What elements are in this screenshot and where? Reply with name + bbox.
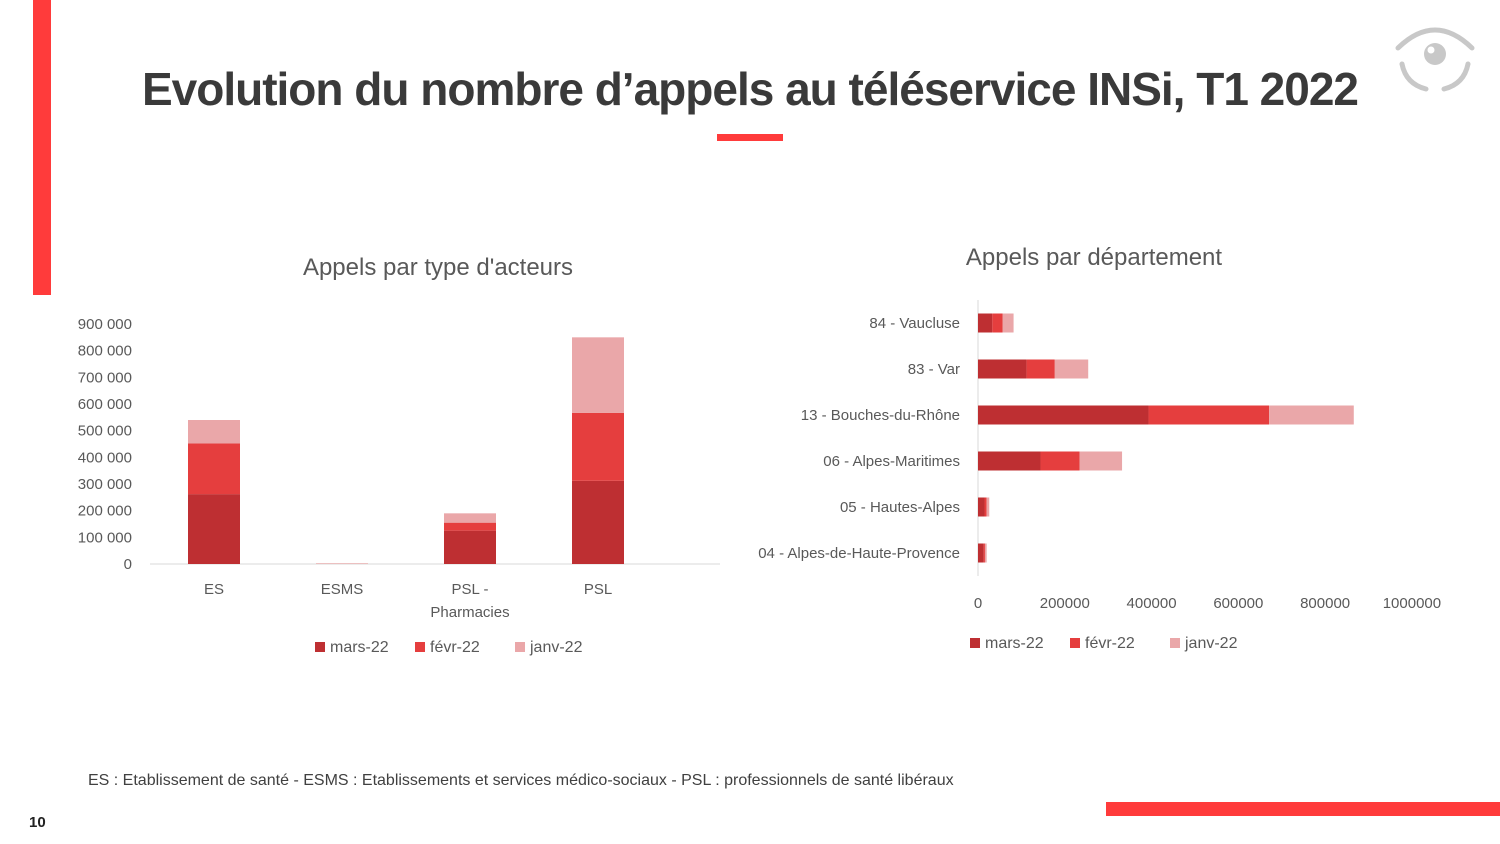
x-tick-label: PSL - (452, 581, 489, 598)
x-tick-label: 400000 (1127, 595, 1177, 612)
y-tick-label: 84 - Vaucluse (869, 315, 960, 332)
bar-mars-22-05-hautes-alpes (978, 497, 985, 517)
chart-title: Appels par département (966, 244, 1222, 271)
y-tick-label: 400 000 (78, 449, 132, 466)
y-tick-label: 06 - Alpes-Maritimes (823, 453, 960, 470)
bar-févr-22-04-alpes-de-haute-provence (983, 543, 985, 563)
bar-mars-22-psl-pharmacies (444, 530, 496, 564)
bar-févr-22-06-alpes-maritimes (1040, 451, 1080, 471)
bar-févr-22-13-bouches-du-rh-ne (1148, 405, 1270, 425)
y-tick-label: 05 - Hautes-Alpes (840, 499, 960, 516)
x-tick-label: 800000 (1300, 595, 1350, 612)
bar-févr-22-es (188, 443, 240, 495)
y-tick-label: 300 000 (78, 476, 132, 493)
x-tick-label: 1000000 (1383, 595, 1441, 612)
legend-swatch-mars-22 (315, 642, 325, 652)
x-tick-label: 200000 (1040, 595, 1090, 612)
bar-janv-22-83-var (1054, 359, 1089, 379)
bar-janv-22-psl (572, 337, 624, 413)
bar-févr-22-psl-pharmacies (444, 522, 496, 531)
y-tick-label: 900 000 (78, 316, 132, 333)
x-tick-label: ESMS (321, 581, 364, 598)
bar-mars-22-04-alpes-de-haute-provence (978, 543, 984, 563)
bar-févr-22-05-hautes-alpes (984, 497, 987, 517)
y-tick-label: 13 - Bouches-du-Rhône (801, 407, 960, 424)
x-tick-label: 600000 (1213, 595, 1263, 612)
y-tick-label: 200 000 (78, 503, 132, 520)
bar-janv-22-05-hautes-alpes (986, 497, 990, 517)
chart-actors: Appels par type d'acteurs 0 100 000 200 000… (78, 254, 720, 656)
bar-mars-22-84-vaucluse (978, 313, 993, 333)
bar-mars-22-06-alpes-maritimes (978, 451, 1041, 471)
y-tick-label: 83 - Var (908, 361, 960, 378)
legend-swatch-janv-22 (515, 642, 525, 652)
x-tick-label: 0 (974, 595, 982, 612)
left-accent-bar (33, 0, 51, 295)
bar-mars-22-13-bouches-du-rh-ne (978, 405, 1149, 425)
legend-swatch-mars-22 (970, 638, 980, 648)
bar-janv-22-04-alpes-de-haute-provence (984, 543, 987, 563)
bottom-accent-bar (1106, 802, 1500, 816)
y-tick-label: 0 (124, 556, 132, 573)
eye-logo-icon (1395, 27, 1475, 92)
legend-swatch-févr-22 (1070, 638, 1080, 648)
legend-swatch-janv-22 (1170, 638, 1180, 648)
footnote: ES : Etablissement de santé - ESMS : Eta… (88, 772, 954, 789)
x-tick-label: Pharmacies (430, 604, 509, 621)
bar-mars-22-es (188, 494, 240, 564)
bar-févr-22-84-vaucluse (992, 313, 1003, 333)
x-tick-label: ES (204, 581, 224, 598)
title-underline (717, 134, 783, 141)
bar-janv-22-13-bouches-du-rh-ne (1269, 405, 1354, 425)
bar-mars-22-psl (572, 480, 624, 564)
y-tick-label: 800 000 (78, 343, 132, 360)
page-title: Evolution du nombre d’appels au téléserv… (141, 63, 1359, 115)
y-tick-label: 100 000 (78, 529, 132, 546)
bar-févr-22-psl (572, 412, 624, 481)
bar-mars-22-83-var (978, 359, 1027, 379)
legend-label-févr-22: févr-22 (430, 639, 480, 656)
bar-janv-22-psl-pharmacies (444, 513, 496, 523)
bar-janv-22-es (188, 420, 240, 444)
legend-swatch-févr-22 (415, 642, 425, 652)
legend-label-févr-22: févr-22 (1085, 635, 1135, 652)
legend-label-mars-22: mars-22 (985, 635, 1044, 652)
y-tick-label: 500 000 (78, 423, 132, 440)
bar-févr-22-83-var (1026, 359, 1055, 379)
bar-janv-22-06-alpes-maritimes (1079, 451, 1123, 471)
bar-janv-22-84-vaucluse (1002, 313, 1014, 333)
legend-label-mars-22: mars-22 (330, 639, 389, 656)
y-tick-label: 700 000 (78, 369, 132, 386)
chart-departments: Appels par département 0 200000 400000 60000… (758, 244, 1441, 652)
y-tick-label: 04 - Alpes-de-Haute-Provence (758, 545, 960, 562)
page-number: 10 (29, 814, 46, 831)
x-tick-label: PSL (584, 581, 612, 598)
legend-label-janv-22: janv-22 (1184, 635, 1238, 652)
chart-title: Appels par type d'acteurs (303, 254, 573, 281)
legend-label-janv-22: janv-22 (529, 639, 583, 656)
y-tick-label: 600 000 (78, 396, 132, 413)
